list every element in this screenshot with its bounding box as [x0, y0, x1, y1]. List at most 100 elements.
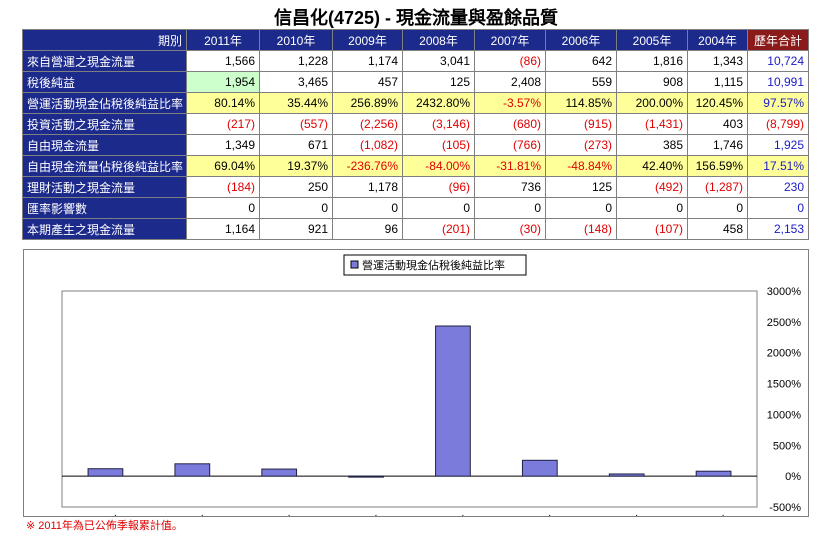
year-header: 2004年: [687, 29, 748, 51]
y-tick-label: 0%: [785, 471, 801, 483]
table-cell: 3,041: [402, 50, 475, 72]
x-tick-label: 2005年: [175, 513, 210, 516]
table-cell: 642: [545, 50, 617, 72]
table-cell: 35.44%: [259, 92, 333, 114]
row-label: 稅後純益: [22, 71, 187, 93]
table-cell: 114.85%: [545, 92, 617, 114]
table-cell: 385: [616, 134, 688, 156]
table-cell: (915): [545, 113, 617, 135]
bar: [348, 475, 384, 478]
total-cell: 97.57%: [747, 92, 809, 114]
row-label: 匯率影響數: [22, 197, 187, 219]
table-cell: 1,164: [186, 218, 260, 240]
y-tick-label: 1500%: [767, 379, 801, 391]
table-cell: 19.37%: [259, 155, 333, 177]
bar: [174, 463, 211, 477]
y-tick-label: 1000%: [767, 409, 801, 421]
y-tick-label: 2500%: [767, 317, 801, 329]
y-tick-label: 2000%: [767, 348, 801, 360]
table-cell: (86): [474, 50, 546, 72]
year-header: 2005年: [616, 29, 688, 51]
table-cell: (3,146): [402, 113, 475, 135]
table-cell: (184): [186, 176, 260, 198]
year-header: 2009年: [332, 29, 403, 51]
total-cell: 230: [747, 176, 809, 198]
x-tick-label: 2008年: [435, 513, 470, 516]
table-cell: 1,954: [186, 71, 260, 93]
table-cell: 0: [687, 197, 748, 219]
table-cell: 0: [545, 197, 617, 219]
table-cell: 0: [332, 197, 403, 219]
table-cell: 1,816: [616, 50, 688, 72]
table-cell: 1,746: [687, 134, 748, 156]
table-cell: (1,287): [687, 176, 748, 198]
total-cell: 10,991: [747, 71, 809, 93]
row-label: 來自營運之現金流量: [22, 50, 187, 72]
bar: [695, 470, 732, 477]
ocf-ratio-chart: 營運活動現金佔稅後純益比率 3000% 2500% 2000% 1500% 1000% 50…: [61, 254, 801, 516]
total-cell: 0: [747, 197, 809, 219]
bar: [87, 468, 124, 477]
row-label: 理財活動之現金流量: [22, 176, 187, 198]
table-cell: 125: [545, 176, 617, 198]
table-cell: -31.81%: [474, 155, 546, 177]
year-header: 2008年: [402, 29, 475, 51]
table-cell: 2432.80%: [402, 92, 475, 114]
legend-swatch: [350, 260, 359, 269]
table-cell: (1,431): [616, 113, 688, 135]
table-cell: 1,174: [332, 50, 403, 72]
table-cell: 559: [545, 71, 617, 93]
row-label: 自由現金流量佔稅後純益比率: [22, 155, 187, 177]
table-cell: 250: [259, 176, 333, 198]
x-tick-label: 2007年: [348, 513, 383, 516]
table-cell: (107): [616, 218, 688, 240]
y-tick-label: 500%: [773, 440, 801, 452]
table-cell: 80.14%: [186, 92, 260, 114]
table-cell: 120.45%: [687, 92, 748, 114]
table-cell: (105): [402, 134, 475, 156]
table-cell: 1,115: [687, 71, 748, 93]
table-cell: 156.59%: [687, 155, 748, 177]
y-tick-label: 3000%: [767, 286, 801, 298]
row-label: 本期產生之現金流量: [22, 218, 187, 240]
table-cell: 256.89%: [332, 92, 403, 114]
table-cell: -48.84%: [545, 155, 617, 177]
table-cell: 200.00%: [616, 92, 688, 114]
table-cell: 3,465: [259, 71, 333, 93]
y-tick-label: -500%: [769, 502, 801, 514]
footnote: ※ 2011年為已公佈季報累計值。: [26, 520, 183, 532]
total-cell: 1,925: [747, 134, 809, 156]
table-cell: 736: [474, 176, 546, 198]
bar: [521, 459, 558, 477]
table-cell: -236.76%: [332, 155, 403, 177]
table-cell: 908: [616, 71, 688, 93]
table-cell: -3.57%: [474, 92, 546, 114]
table-cell: (492): [616, 176, 688, 198]
cash-flow-table: 期別 2011年 2010年 2009年 2008年 2007年 2006年 2005年 20…: [22, 29, 809, 240]
legend-label: 營運活動現金佔稅後純益比率: [362, 258, 505, 272]
page-title: 信昌化(4725) - 現金流量與盈餘品質: [273, 8, 559, 28]
x-tick-label: 2009年: [522, 513, 557, 516]
table-cell: (273): [545, 134, 617, 156]
table-cell: 0: [186, 197, 260, 219]
table-cell: 457: [332, 71, 403, 93]
table-row: 自由現金流量 1,349 671 (1,082) (105) (766) (273) 385 1…: [22, 134, 809, 156]
table-cell: 125: [402, 71, 475, 93]
table-cell: 69.04%: [186, 155, 260, 177]
table-row: 理財活動之現金流量 (184) 250 1,178 (96) 736 125 (492) (1,…: [22, 176, 809, 198]
year-header: 2010年: [259, 29, 333, 51]
row-label: 自由現金流量: [22, 134, 187, 156]
table-cell: 1,228: [259, 50, 333, 72]
table-cell: 671: [259, 134, 333, 156]
table-row: 本期產生之現金流量 1,164 921 96 (201) (30) (148) (107) 45…: [22, 218, 809, 240]
table-cell: 1,349: [186, 134, 260, 156]
x-tick-label: 2004年: [88, 513, 123, 516]
table-cell: 2,408: [474, 71, 546, 93]
table-row: 投資活動之現金流量 (217) (557) (2,256) (3,146) (680) (9…: [22, 113, 809, 135]
total-cell: 2,153: [747, 218, 809, 240]
table-row: 來自營運之現金流量 1,566 1,228 1,174 3,041 (86) 642 1,81…: [22, 50, 809, 72]
year-header: 2007年: [474, 29, 546, 51]
table-cell: 403: [687, 113, 748, 135]
table-cell: 96: [332, 218, 403, 240]
table-cell: 0: [259, 197, 333, 219]
